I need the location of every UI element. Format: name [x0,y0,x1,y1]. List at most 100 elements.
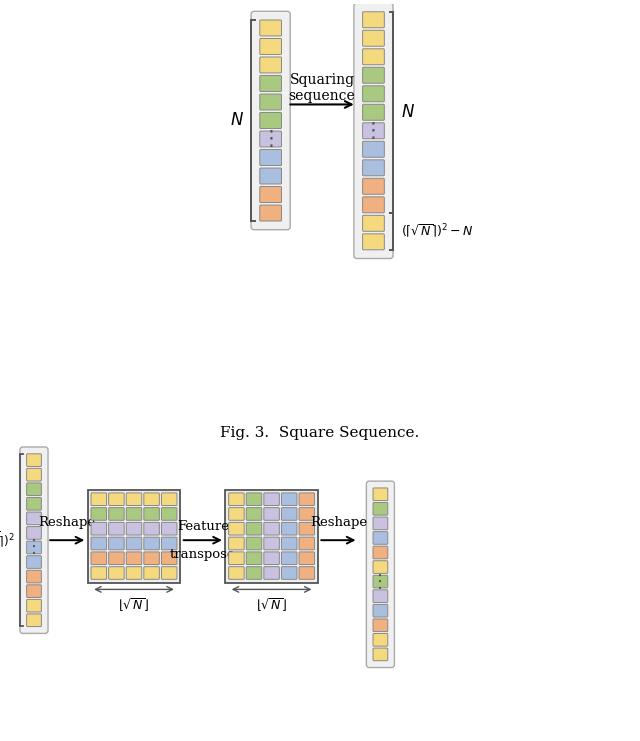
FancyBboxPatch shape [299,537,314,550]
Text: $(\lceil\sqrt{N}\rceil)^2$: $(\lceil\sqrt{N}\rceil)^2$ [0,530,15,551]
FancyBboxPatch shape [299,508,314,520]
Text: $N$: $N$ [401,104,415,121]
FancyBboxPatch shape [228,552,244,565]
FancyBboxPatch shape [363,123,385,139]
FancyBboxPatch shape [91,537,106,550]
FancyBboxPatch shape [264,522,279,535]
FancyBboxPatch shape [27,599,42,612]
FancyBboxPatch shape [91,522,106,535]
FancyBboxPatch shape [363,49,385,64]
FancyBboxPatch shape [299,522,314,535]
FancyBboxPatch shape [246,522,262,535]
FancyBboxPatch shape [366,481,394,668]
FancyBboxPatch shape [363,142,385,157]
FancyBboxPatch shape [282,493,297,505]
FancyBboxPatch shape [246,552,262,565]
FancyBboxPatch shape [161,522,177,535]
FancyBboxPatch shape [144,567,159,579]
Text: ⋮: ⋮ [371,573,389,591]
FancyBboxPatch shape [363,179,385,194]
Text: Fig. 3.  Square Sequence.: Fig. 3. Square Sequence. [220,427,420,440]
FancyBboxPatch shape [228,493,244,505]
FancyBboxPatch shape [27,512,42,525]
FancyBboxPatch shape [161,537,177,550]
Text: Squaring: Squaring [289,73,355,87]
FancyBboxPatch shape [27,571,42,583]
FancyBboxPatch shape [246,493,262,505]
FancyBboxPatch shape [264,493,279,505]
FancyBboxPatch shape [20,447,48,634]
FancyBboxPatch shape [373,619,388,631]
FancyBboxPatch shape [299,567,314,579]
FancyBboxPatch shape [161,552,177,565]
Text: $N$: $N$ [230,112,243,129]
FancyBboxPatch shape [109,567,124,579]
FancyBboxPatch shape [260,76,282,91]
FancyBboxPatch shape [363,104,385,120]
FancyBboxPatch shape [91,493,106,505]
FancyBboxPatch shape [260,57,282,73]
Text: ⋮: ⋮ [363,121,384,141]
FancyBboxPatch shape [126,508,142,520]
FancyBboxPatch shape [144,493,159,505]
FancyBboxPatch shape [109,537,124,550]
FancyBboxPatch shape [282,567,297,579]
FancyBboxPatch shape [27,497,42,510]
FancyBboxPatch shape [373,590,388,602]
FancyBboxPatch shape [373,575,388,588]
FancyBboxPatch shape [109,493,124,505]
FancyBboxPatch shape [363,234,385,250]
FancyBboxPatch shape [228,508,244,520]
FancyBboxPatch shape [373,634,388,646]
FancyBboxPatch shape [264,537,279,550]
FancyBboxPatch shape [251,11,290,230]
FancyBboxPatch shape [109,552,124,565]
FancyBboxPatch shape [225,490,317,582]
FancyBboxPatch shape [363,30,385,46]
FancyBboxPatch shape [144,537,159,550]
FancyBboxPatch shape [363,216,385,231]
FancyBboxPatch shape [228,567,244,579]
FancyBboxPatch shape [161,567,177,579]
Text: Feature: Feature [177,520,229,533]
FancyBboxPatch shape [91,567,106,579]
FancyBboxPatch shape [126,522,142,535]
FancyBboxPatch shape [246,567,262,579]
FancyBboxPatch shape [91,552,106,565]
FancyBboxPatch shape [373,546,388,559]
FancyBboxPatch shape [228,522,244,535]
FancyBboxPatch shape [161,493,177,505]
FancyBboxPatch shape [126,552,142,565]
Text: transpose: transpose [170,548,236,561]
FancyBboxPatch shape [161,508,177,520]
Text: $\lfloor\sqrt{N}\rfloor$: $\lfloor\sqrt{N}\rfloor$ [118,597,150,614]
Text: ⋮: ⋮ [25,539,43,556]
FancyBboxPatch shape [27,527,42,539]
FancyBboxPatch shape [260,150,282,165]
FancyBboxPatch shape [109,508,124,520]
FancyBboxPatch shape [126,537,142,550]
Text: sequence: sequence [289,89,355,103]
FancyBboxPatch shape [27,556,42,568]
FancyBboxPatch shape [373,648,388,661]
FancyBboxPatch shape [144,522,159,535]
FancyBboxPatch shape [27,541,42,554]
FancyBboxPatch shape [260,168,282,184]
FancyBboxPatch shape [260,131,282,147]
FancyBboxPatch shape [126,493,142,505]
FancyBboxPatch shape [260,94,282,110]
FancyBboxPatch shape [299,552,314,565]
FancyBboxPatch shape [91,508,106,520]
FancyBboxPatch shape [144,508,159,520]
FancyBboxPatch shape [27,483,42,496]
FancyBboxPatch shape [373,561,388,574]
FancyBboxPatch shape [373,502,388,515]
FancyBboxPatch shape [373,605,388,617]
FancyBboxPatch shape [264,552,279,565]
FancyBboxPatch shape [260,39,282,54]
FancyBboxPatch shape [282,508,297,520]
FancyBboxPatch shape [260,187,282,202]
FancyBboxPatch shape [27,585,42,597]
FancyBboxPatch shape [282,552,297,565]
FancyBboxPatch shape [260,113,282,128]
